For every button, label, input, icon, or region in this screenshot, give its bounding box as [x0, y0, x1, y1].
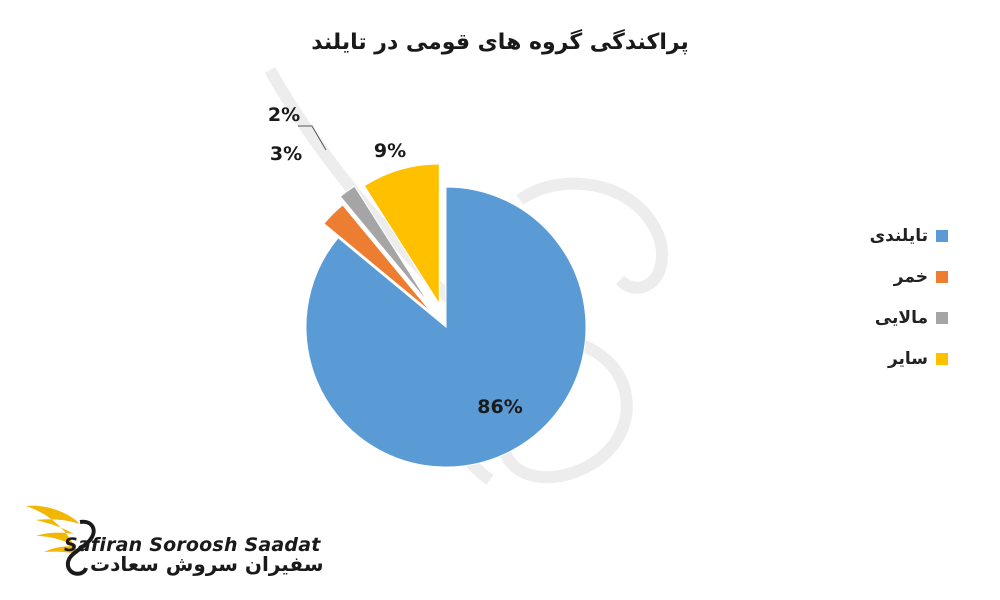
- data-label-thai: 86%: [477, 396, 522, 418]
- legend-label: سایر: [887, 349, 928, 369]
- legend-swatch: [936, 312, 948, 324]
- data-labels: 86% 3% 2% 9%: [268, 104, 523, 418]
- legend-label: تایلندی: [869, 226, 928, 246]
- data-label-malay: 2%: [268, 104, 300, 126]
- chart-title: پراکندگی گروه های قومی در تایلند: [311, 30, 689, 55]
- slice-other: [363, 163, 440, 306]
- legend-label: خمر: [893, 267, 928, 287]
- legend-item-malay: مالایی: [838, 306, 948, 330]
- legend-swatch: [936, 353, 948, 365]
- slice-khmer: [323, 204, 433, 314]
- legend: تایلندی خمر مالایی سایر: [838, 224, 948, 388]
- slice-thai: [305, 186, 587, 468]
- legend-item-khmer: خمر: [838, 265, 948, 289]
- legend-item-thai: تایلندی: [838, 224, 948, 248]
- legend-swatch: [936, 230, 948, 242]
- data-label-khmer: 3%: [270, 143, 302, 165]
- logo-name-en: Safiran Soroosh Saadat: [64, 534, 321, 556]
- leader-line: [298, 125, 327, 151]
- legend-label: مالایی: [874, 308, 928, 328]
- slice-malay: [339, 185, 430, 305]
- wing-icon: [26, 505, 80, 554]
- legend-swatch: [936, 271, 948, 283]
- data-label-other: 9%: [374, 140, 406, 162]
- logo-name-fa: سفیران سروش سعادت: [90, 552, 324, 576]
- pie-slices: [305, 163, 587, 468]
- swirl-icon: [65, 519, 96, 576]
- legend-item-other: سایر: [838, 347, 948, 371]
- company-logo: [26, 505, 96, 576]
